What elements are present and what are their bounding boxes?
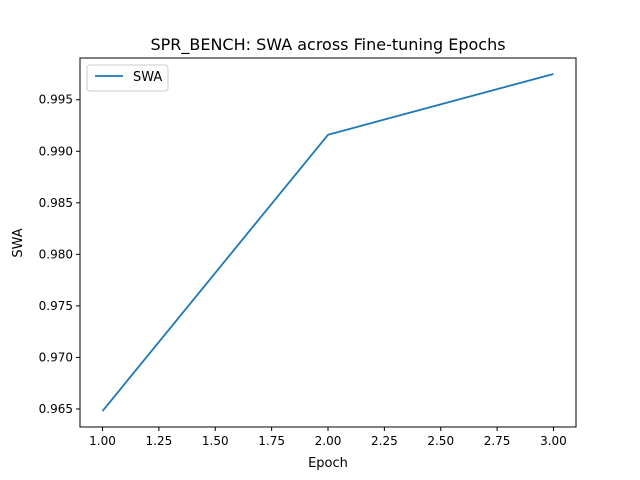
y-tick-label: 0.975 <box>39 299 73 313</box>
y-tick-label: 0.980 <box>39 247 73 261</box>
legend-label: SWA <box>133 70 162 85</box>
y-axis-label: SWA <box>11 228 26 257</box>
x-tick-label: 3.00 <box>540 434 567 448</box>
y-tick-label: 0.990 <box>39 144 73 158</box>
x-axis-label: Epoch <box>308 456 348 471</box>
y-tick-label: 0.995 <box>39 93 73 107</box>
y-tick-label: 0.965 <box>39 402 73 416</box>
x-tick-label: 1.25 <box>146 434 173 448</box>
series-line-swa <box>101 73 554 412</box>
legend: SWA <box>86 64 169 92</box>
x-tick-label: 2.25 <box>371 434 398 448</box>
legend-box <box>86 64 169 92</box>
plot-area: 1.00 1.25 1.50 1.75 2.00 2.25 2.50 2.75 3.00 0.96… <box>39 73 567 448</box>
y-tick-label: 0.985 <box>39 196 73 210</box>
axes-frame <box>79 57 577 428</box>
x-tick-label: 1.00 <box>89 434 116 448</box>
x-tick-label: 1.75 <box>258 434 285 448</box>
x-tick-label: 2.75 <box>484 434 511 448</box>
x-tick-label: 2.00 <box>315 434 342 448</box>
x-tick-label: 1.50 <box>202 434 229 448</box>
y-tick-label: 0.970 <box>39 350 73 364</box>
x-tick-label: 2.50 <box>427 434 454 448</box>
chart-title: SPR_BENCH: SWA across Fine-tuning Epochs <box>150 35 505 55</box>
